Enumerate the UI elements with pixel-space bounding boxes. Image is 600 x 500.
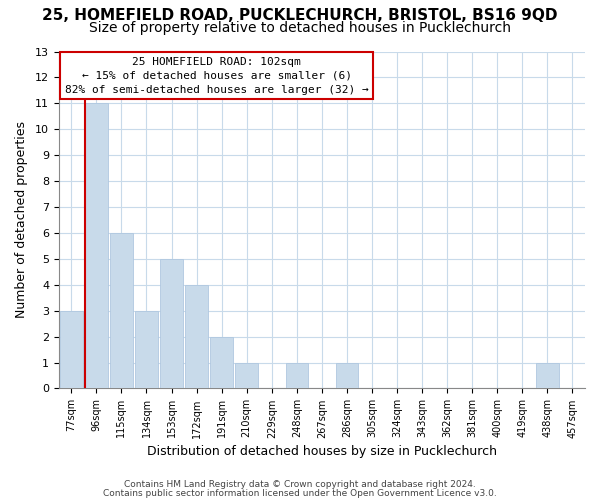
Bar (160, 259, 183, 388)
Text: Size of property relative to detached houses in Pucklechurch: Size of property relative to detached ho… (89, 21, 511, 35)
Text: Contains HM Land Registry data © Crown copyright and database right 2024.: Contains HM Land Registry data © Crown c… (124, 480, 476, 489)
Text: 25, HOMEFIELD ROAD, PUCKLECHURCH, BRISTOL, BS16 9QD: 25, HOMEFIELD ROAD, PUCKLECHURCH, BRISTO… (42, 8, 558, 22)
Bar (135, 310, 158, 388)
Bar (536, 362, 559, 388)
Bar (335, 362, 358, 388)
Text: Contains public sector information licensed under the Open Government Licence v3: Contains public sector information licen… (103, 488, 497, 498)
X-axis label: Distribution of detached houses by size in Pucklechurch: Distribution of detached houses by size … (147, 444, 497, 458)
Bar (60, 310, 83, 388)
Bar (185, 285, 208, 389)
Bar (211, 336, 233, 388)
Bar (235, 362, 258, 388)
Bar (286, 362, 308, 388)
Bar (110, 233, 133, 388)
Text: 25 HOMEFIELD ROAD: 102sqm
← 15% of detached houses are smaller (6)
82% of semi-d: 25 HOMEFIELD ROAD: 102sqm ← 15% of detac… (65, 56, 368, 94)
Y-axis label: Number of detached properties: Number of detached properties (15, 122, 28, 318)
Bar (85, 104, 107, 389)
